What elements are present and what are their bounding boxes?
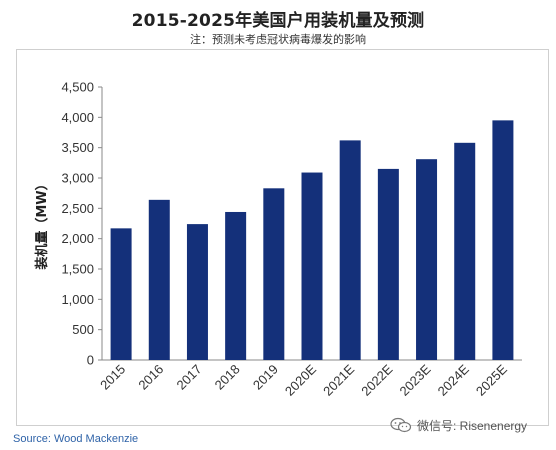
x-tick-label: 2017 [174, 362, 205, 393]
x-tick-label: 2023E [396, 361, 433, 398]
bar-2021E [339, 140, 361, 360]
y-tick-label: 3,500 [61, 140, 94, 155]
chart-subtitle: 注：预测未考虑冠状病毒爆发的影响 [190, 33, 366, 46]
x-tick-label: 2018 [212, 362, 243, 393]
y-axis-label: 装机量（MW） [34, 177, 50, 270]
bar-2024E [454, 142, 476, 360]
bar-2019 [263, 188, 285, 360]
x-tick-label: 2020E [282, 361, 319, 398]
y-tick-label: 0 [87, 353, 94, 368]
y-tick-label: 1,500 [61, 262, 94, 277]
bar-2020E [301, 172, 323, 360]
bar-2015 [110, 228, 132, 360]
bar-2022E [377, 168, 399, 360]
bar-2017 [186, 224, 208, 360]
bar-2018 [225, 211, 247, 360]
watermark-text: 微信号: Risenenergy [417, 418, 528, 433]
source-note: Source: Wood Mackenzie [13, 433, 139, 445]
x-tick-label: 2015 [97, 362, 128, 393]
chart-title: 2015-2025年美国户用装机量及预测 [131, 11, 425, 31]
x-tick-label: 2025E [473, 361, 510, 398]
y-tick-label: 1,000 [61, 292, 94, 307]
y-tick-label: 500 [72, 322, 94, 337]
x-tick-label: 2024E [435, 361, 472, 398]
x-tick-label: 2022E [358, 361, 395, 398]
y-tick-label: 3,000 [61, 171, 94, 186]
y-tick-label: 4,000 [61, 110, 94, 125]
bar-2016 [148, 199, 170, 360]
y-tick-label: 2,000 [61, 231, 94, 246]
wechat-icon [390, 417, 412, 433]
bar-2025E [492, 120, 514, 360]
y-tick-label: 4,500 [61, 80, 94, 95]
x-tick-label: 2021E [320, 361, 357, 398]
watermark: 微信号: Risenenergy [390, 417, 527, 433]
y-tick-label: 2,500 [61, 201, 94, 216]
chart-frame [16, 49, 549, 426]
x-tick-label: 2019 [250, 362, 281, 393]
x-tick-label: 2016 [135, 362, 166, 393]
bar-2023E [416, 159, 438, 360]
